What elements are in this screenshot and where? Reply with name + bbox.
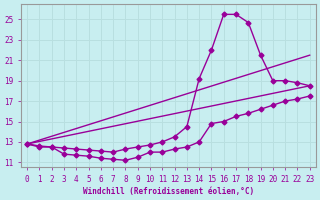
X-axis label: Windchill (Refroidissement éolien,°C): Windchill (Refroidissement éolien,°C) [83, 187, 254, 196]
